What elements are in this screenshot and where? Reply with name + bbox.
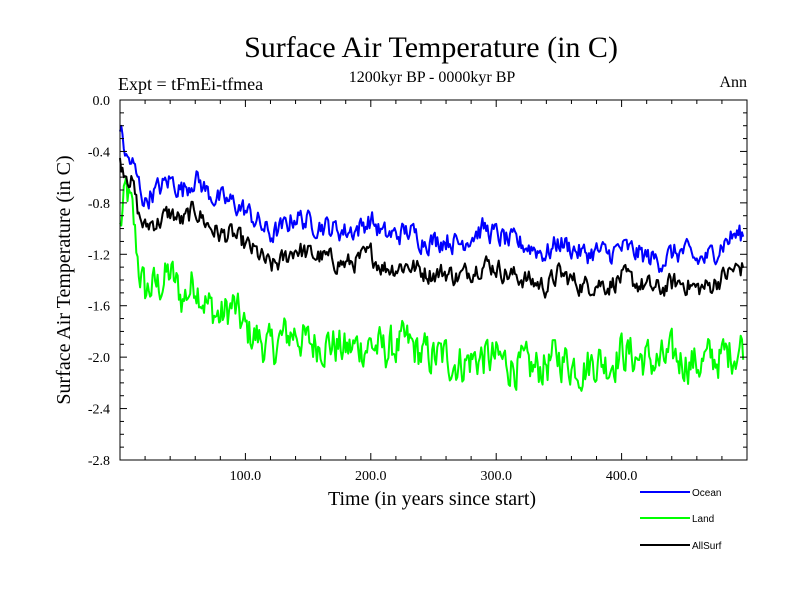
y-tick-label: -2.4	[88, 403, 110, 418]
legend-label: AllSurf	[692, 541, 722, 552]
chart-title: Surface Air Temperature (in C)	[244, 31, 618, 64]
series-layer	[119, 124, 745, 392]
y-tick-label: -1.6	[88, 300, 110, 315]
experiment-label: Expt = tFmEi-tfmea	[118, 74, 263, 94]
y-tick-label: -2.0	[88, 351, 110, 366]
series-line-land	[119, 175, 745, 392]
x-tick-label: 300.0	[480, 469, 512, 484]
legend-item-allsurf: AllSurf	[640, 541, 722, 552]
x-axis-label: Time (in years since start)	[328, 488, 536, 510]
y-tick-label: -2.8	[88, 454, 110, 469]
legend-label: Ocean	[692, 488, 721, 499]
y-tick-label: 0.0	[93, 94, 111, 109]
chart-subtitle: 1200kyr BP - 0000kyr BP	[349, 69, 516, 86]
legend: Ocean Land AllSurf	[640, 488, 722, 552]
axes-layer: 100.0 200.0 300.0 400.0 0.0 -0.4 -0.8 -1.2 -1.6 -…	[88, 94, 748, 484]
series-line-allsurf	[119, 157, 745, 299]
y-tick-label: -0.8	[88, 197, 110, 212]
x-tick-label: 400.0	[606, 469, 638, 484]
legend-item-land: Land	[640, 514, 714, 525]
series-line-ocean	[119, 124, 745, 273]
legend-item-ocean: Ocean	[640, 488, 721, 499]
x-tick-label: 100.0	[230, 469, 262, 484]
x-tick-label: 200.0	[355, 469, 387, 484]
period-label: Ann	[719, 74, 747, 91]
plot-frame	[119, 99, 748, 461]
legend-label: Land	[692, 514, 714, 525]
y-axis-label: Surface Air Temperature (in C)	[53, 155, 75, 404]
y-tick-label: -0.4	[88, 145, 110, 160]
y-tick-label: -1.2	[88, 248, 110, 263]
